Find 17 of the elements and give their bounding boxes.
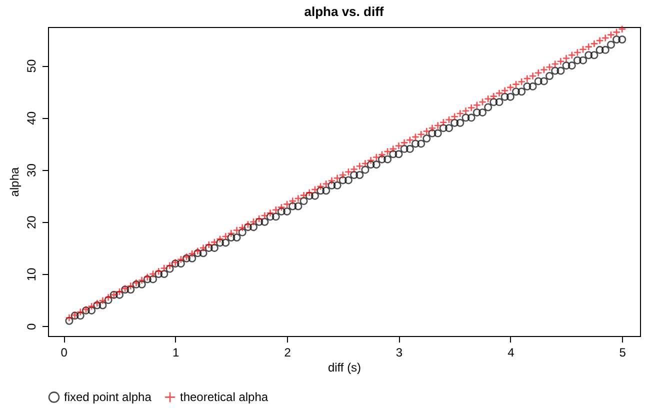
legend-label: fixed point alpha — [64, 390, 152, 404]
y-tick-label: 10 — [24, 267, 38, 282]
x-tick-label: 1 — [172, 346, 180, 360]
y-axis-title: alpha — [8, 167, 22, 197]
x-tick-label: 5 — [619, 346, 626, 360]
x-tick-label: 4 — [508, 346, 515, 360]
y-tick-label: 20 — [24, 215, 38, 230]
y-tick-label: 30 — [24, 163, 38, 177]
x-tick-label: 3 — [396, 346, 403, 360]
y-tick-label: 50 — [24, 59, 38, 73]
legend-label: theoretical alpha — [180, 390, 268, 404]
x-tick-label: 0 — [60, 346, 68, 360]
x-axis-title: diff (s) — [328, 360, 362, 374]
x-tick-label: 2 — [284, 346, 292, 360]
y-tick-label: 40 — [24, 111, 38, 125]
y-tick-label: 0 — [24, 322, 38, 330]
chart-title: alpha vs. diff — [304, 4, 384, 20]
